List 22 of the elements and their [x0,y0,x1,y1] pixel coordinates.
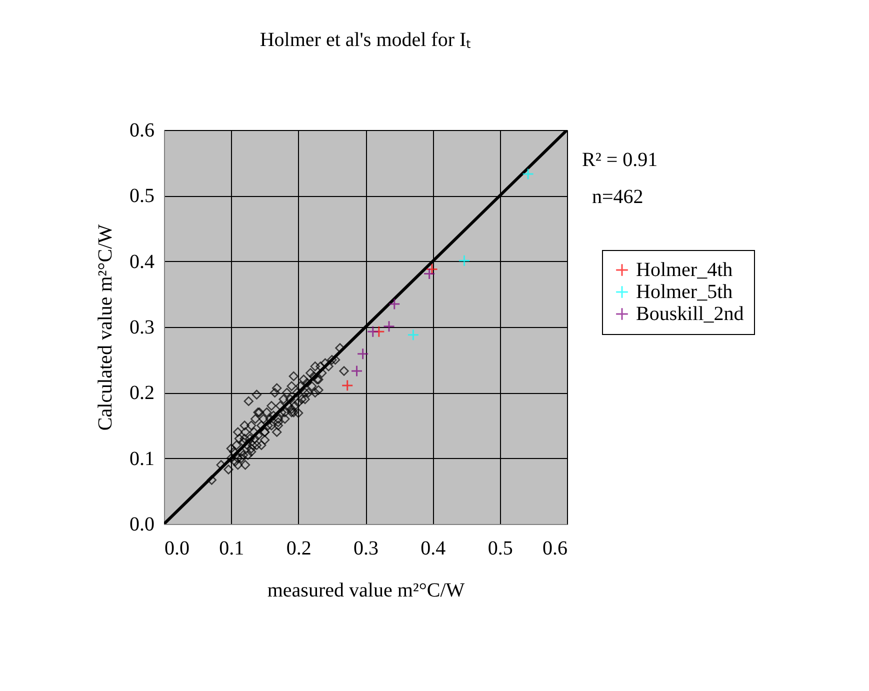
x-tick-label: 0.2 [286,538,312,560]
x-tick-label: 0.4 [420,538,446,560]
y-tick-label: 0.4 [130,250,154,273]
y-tick-label: 0.2 [130,382,154,404]
x-tick-label: 0.3 [354,538,378,560]
text: n=462 [592,186,644,208]
x-tick-label: 0.6 [542,538,568,560]
x-tick-label: 0.0 [164,538,190,560]
x-tick-label: 0.5 [488,538,513,560]
legend-label: Holmer_5th [636,281,733,303]
y-axis-title: Calculated value m²°C/W [94,224,116,431]
chart-title: Holmer et al's model for Iₜ [260,29,472,51]
y-tick-label: 0.0 [130,514,154,536]
text: R² = 0.91 [582,149,658,171]
y-tick-label: 0.3 [130,316,154,338]
legend-label: Bouskill_2nd [636,303,744,325]
legend-label: Holmer_4th [636,259,733,281]
y-tick-label: 0.6 [130,120,154,142]
x-tick-label: 0.1 [219,538,244,560]
y-tick-label: 0.1 [130,448,154,470]
x-axis-title: measured value m²°C/W [267,580,465,602]
y-tick-label: 0.5 [130,185,154,208]
